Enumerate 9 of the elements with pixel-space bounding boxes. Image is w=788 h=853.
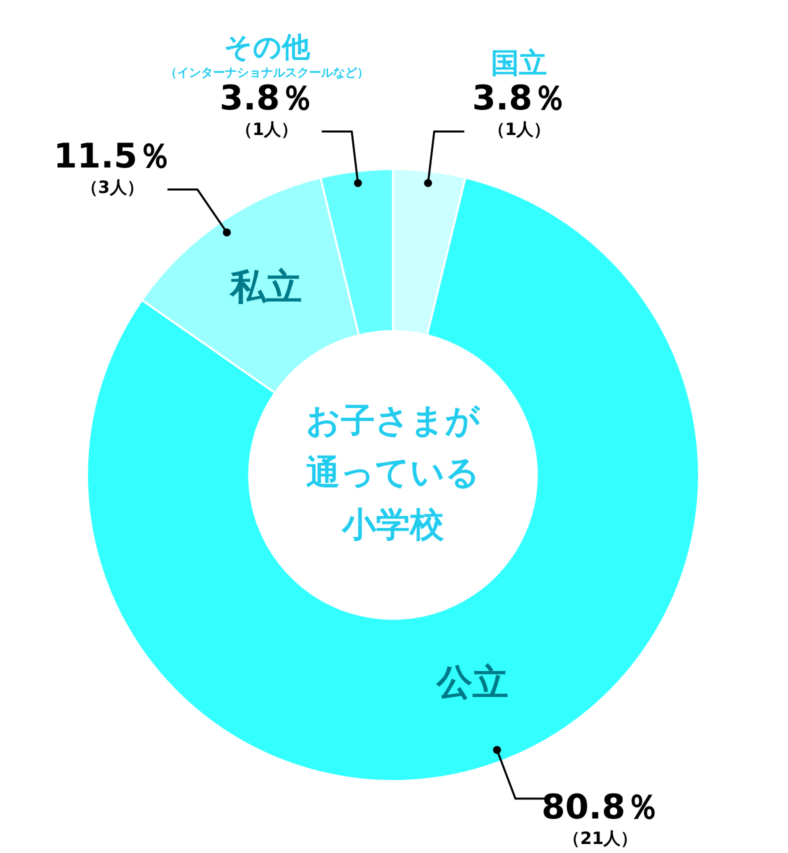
slice-label: その他（インターナショナルスクールなど） [164, 30, 369, 80]
slice-label: 私立 [228, 266, 302, 308]
slice-label: 国立 [491, 46, 548, 80]
slice-label: 公立 [436, 662, 509, 704]
data-label: 3.8％（1人） [472, 78, 566, 140]
data-label: 3.8％（1人） [220, 78, 314, 140]
text: お子さまが通っている小学校 [306, 400, 481, 545]
data-label: 80.8％（21人） [541, 787, 660, 850]
data-label: 11.5％（3人） [54, 136, 172, 198]
